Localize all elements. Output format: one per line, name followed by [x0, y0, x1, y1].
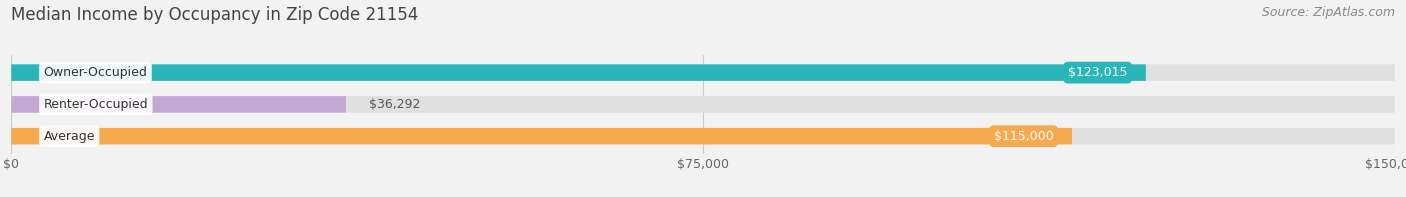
Text: Source: ZipAtlas.com: Source: ZipAtlas.com: [1261, 6, 1395, 19]
Text: $36,292: $36,292: [368, 98, 420, 111]
Text: Owner-Occupied: Owner-Occupied: [44, 66, 148, 79]
FancyBboxPatch shape: [11, 128, 1395, 144]
FancyBboxPatch shape: [11, 96, 1395, 113]
FancyBboxPatch shape: [11, 64, 1395, 81]
Text: $115,000: $115,000: [994, 130, 1053, 143]
FancyBboxPatch shape: [11, 96, 346, 113]
Text: Average: Average: [44, 130, 96, 143]
FancyBboxPatch shape: [11, 128, 1071, 144]
FancyBboxPatch shape: [11, 64, 1146, 81]
Text: Renter-Occupied: Renter-Occupied: [44, 98, 148, 111]
Text: $123,015: $123,015: [1069, 66, 1128, 79]
Text: Median Income by Occupancy in Zip Code 21154: Median Income by Occupancy in Zip Code 2…: [11, 6, 419, 24]
